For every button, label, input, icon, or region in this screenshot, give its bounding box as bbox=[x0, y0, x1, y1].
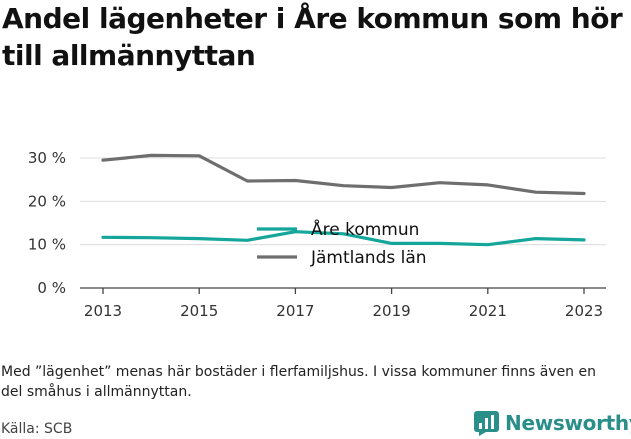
line-chart: 0 % 10 % 20 % 30 % 2013 2015 2017 2019 2021 2023… bbox=[28, 149, 606, 320]
x-tick-label: 2021 bbox=[469, 302, 507, 320]
x-axis: 2013 2015 2017 2019 2021 2023 bbox=[80, 287, 606, 320]
y-tick-label: 0 % bbox=[37, 279, 66, 297]
source-label: Källa: SCB bbox=[1, 421, 73, 437]
y-tick-label: 30 % bbox=[28, 149, 66, 167]
x-tick-label: 2019 bbox=[373, 302, 411, 320]
series-line-1 bbox=[101, 153, 586, 196]
footnote: Med ”lägenhet” menas här bostäder i fler… bbox=[1, 364, 596, 400]
x-tick-label: 2013 bbox=[84, 302, 122, 320]
brand-name: Newsworthy bbox=[505, 411, 631, 435]
chart-title: Andel lägenheter i Åre kommun som hör ti… bbox=[2, 2, 623, 72]
legend-label-0: Åre kommun bbox=[311, 218, 419, 240]
bar-chart-logo-icon bbox=[474, 410, 499, 436]
grid-lines bbox=[80, 157, 606, 246]
series-lines bbox=[101, 153, 586, 247]
y-axis: 0 % 10 % 20 % 30 % bbox=[28, 149, 66, 297]
x-tick-label: 2023 bbox=[565, 302, 603, 320]
legend-label-1: Jämtlands län bbox=[310, 248, 427, 268]
x-tick-label: 2017 bbox=[276, 302, 314, 320]
legend: Åre kommun Jämtlands län bbox=[257, 218, 427, 268]
y-tick-label: 20 % bbox=[28, 192, 66, 210]
x-tick-label: 2015 bbox=[180, 302, 218, 320]
newsworthy-logo[interactable]: Newsworthy bbox=[474, 407, 631, 439]
y-tick-label: 10 % bbox=[28, 236, 66, 254]
series-line-0 bbox=[101, 230, 586, 247]
